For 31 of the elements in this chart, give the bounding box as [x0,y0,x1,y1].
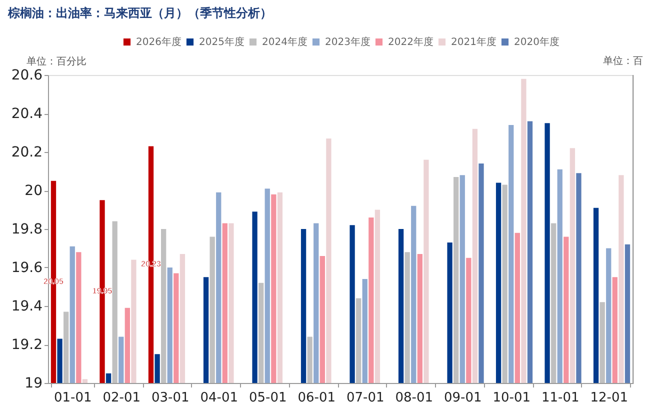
x-tick-label: 12-01 [590,390,628,406]
y-axis-title: 单位：百分比 [26,56,86,68]
y-tick-label: 19.8 [11,222,42,238]
legend-label: 2020年度 [514,36,560,48]
y-tick-label: 20.2 [11,144,42,160]
y-tick-label: 19.6 [11,260,43,276]
legend-label: 2023年度 [325,36,370,48]
x-tick-label: 03-01 [151,390,190,406]
x-tick-label: 01-01 [54,390,92,406]
x-tick-label: 08-01 [395,390,434,406]
x-tick-label: 07-01 [346,390,384,406]
x-tick-label: 02-01 [102,390,141,406]
x-tick-label: 05-01 [248,390,287,406]
y-tick-label: 19.2 [11,337,42,353]
legend-label: 2024年度 [262,36,308,48]
x-tick-label: 09-01 [444,390,482,406]
y-tick-label: 20.6 [11,68,43,84]
y-tick-label: 19 [24,376,42,392]
y-tick-label: 19.4 [11,298,43,314]
legend-label: 2022年度 [388,36,434,48]
x-tick-label: 11-01 [541,390,580,406]
legend-label: 2026年度 [136,36,182,48]
legend-label: 2025年度 [199,36,244,48]
x-tick-label: 04-01 [200,390,238,406]
x-tick-label: 10-01 [492,390,531,406]
legend-label: 2021年度 [451,36,496,48]
text: 单位：百 [603,55,643,67]
y-tick-label: 20 [24,183,42,199]
y-tick-label: 20.4 [11,106,43,122]
chart-title: 棕榈油：出油率：马来西亚（月）（季节性分析） [7,6,272,20]
x-tick-label: 06-01 [298,390,336,406]
